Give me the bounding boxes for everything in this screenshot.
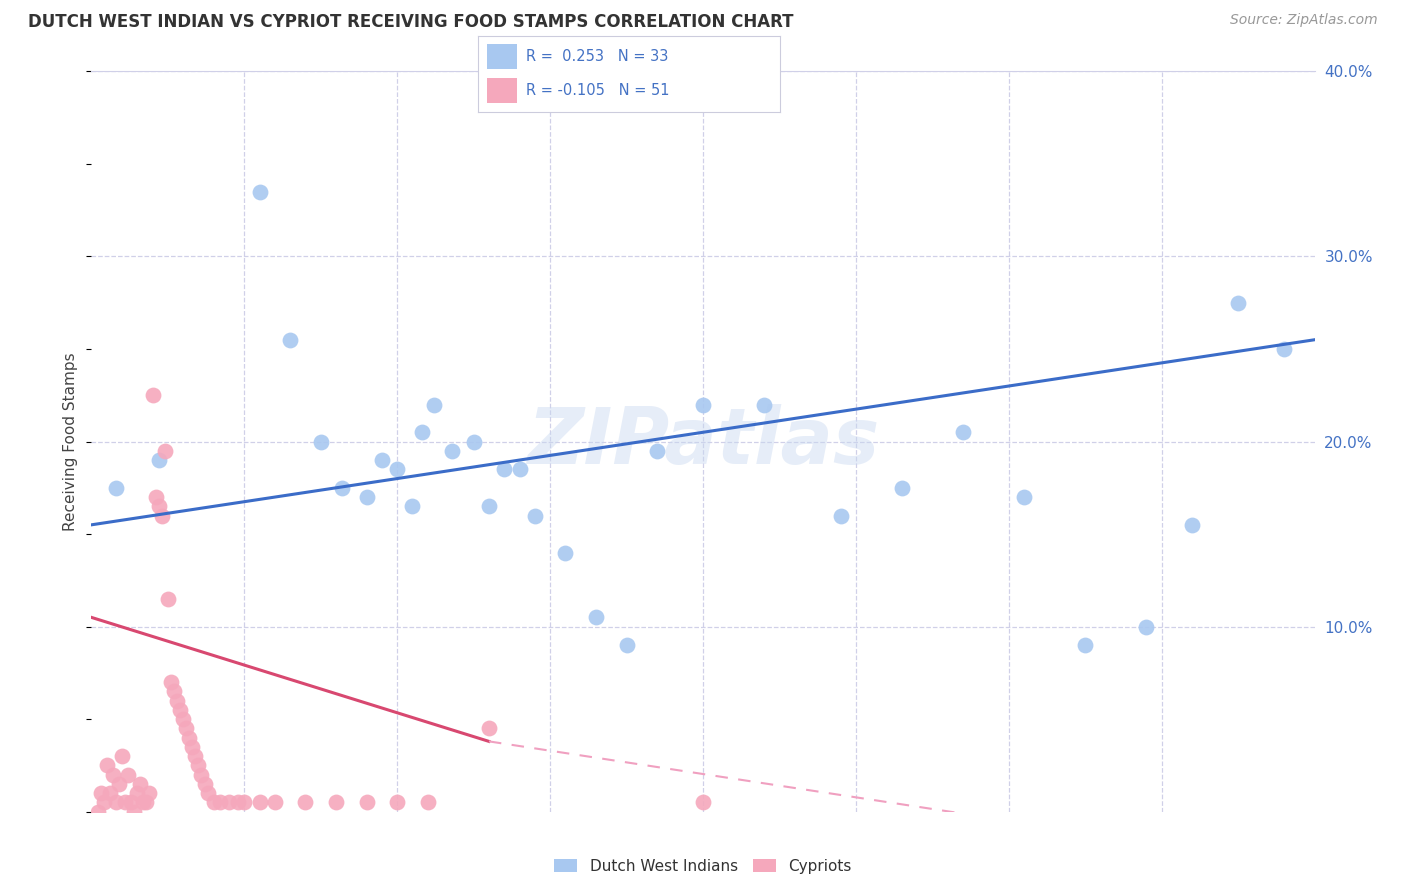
Point [1074, 638, 1097, 652]
Point [174, 722, 197, 736]
Point [645, 443, 668, 458]
Point [1135, 619, 1157, 633]
Point [127, 786, 149, 800]
Point [141, 388, 163, 402]
Point [86, 805, 108, 819]
Point [120, 796, 142, 810]
Point [478, 722, 501, 736]
Point [494, 462, 516, 476]
Text: DUTCH WEST INDIAN VS CYPRIOT RECEIVING FOOD STAMPS CORRELATION CHART: DUTCH WEST INDIAN VS CYPRIOT RECEIVING F… [28, 13, 793, 31]
Point [441, 443, 464, 458]
Point [166, 694, 188, 708]
Point [356, 796, 378, 810]
Point [150, 508, 173, 523]
Point [197, 786, 219, 800]
Point [692, 397, 714, 411]
Point [172, 712, 194, 726]
Point [96, 758, 118, 772]
Point [411, 425, 433, 440]
Point [179, 731, 201, 745]
Point [385, 796, 409, 810]
Point [160, 675, 183, 690]
Point [93, 796, 115, 810]
Point [1181, 517, 1204, 532]
Point [325, 796, 347, 810]
Point [585, 610, 607, 624]
Point [830, 508, 852, 523]
Point [616, 638, 638, 652]
Legend: Dutch West Indians, Cypriots: Dutch West Indians, Cypriots [548, 853, 858, 880]
Point [1012, 490, 1035, 504]
Point [163, 684, 186, 698]
Point [193, 777, 215, 791]
Y-axis label: Receiving Food Stamps: Receiving Food Stamps [63, 352, 79, 531]
Point [104, 796, 127, 810]
Point [138, 786, 160, 800]
Point [90, 786, 112, 800]
Point [463, 434, 485, 449]
Point [104, 481, 127, 495]
Point [114, 796, 136, 810]
Point [132, 796, 155, 810]
Point [692, 796, 714, 810]
Point [309, 434, 332, 449]
Point [416, 796, 439, 810]
Point [890, 481, 912, 495]
Point [952, 425, 974, 440]
Point [153, 443, 176, 458]
Point [401, 500, 423, 514]
Point [148, 500, 170, 514]
Point [181, 739, 204, 754]
Point [226, 796, 249, 810]
Point [356, 490, 378, 504]
Point [98, 786, 121, 800]
Point [184, 749, 207, 764]
Point [423, 397, 446, 411]
Point [554, 545, 576, 560]
Point [233, 796, 256, 810]
Point [385, 462, 409, 476]
Point [117, 767, 139, 781]
Point [1272, 342, 1295, 356]
Point [218, 796, 240, 810]
Point [330, 481, 353, 495]
Point [208, 796, 231, 810]
Point [523, 508, 546, 523]
Point [169, 703, 191, 717]
Text: R = -0.105   N = 51: R = -0.105 N = 51 [526, 83, 669, 98]
Point [129, 777, 152, 791]
Point [145, 490, 167, 504]
Point [148, 453, 170, 467]
Point [294, 796, 316, 810]
Point [249, 185, 271, 199]
Point [249, 796, 271, 810]
Point [278, 333, 301, 347]
Point [754, 397, 776, 411]
Bar [486, 44, 517, 69]
Point [190, 767, 212, 781]
Point [101, 767, 124, 781]
Point [108, 777, 131, 791]
Point [202, 796, 225, 810]
Point [111, 749, 134, 764]
Point [122, 805, 145, 819]
Point [371, 453, 394, 467]
Point [478, 500, 501, 514]
Point [509, 462, 531, 476]
Text: R =  0.253   N = 33: R = 0.253 N = 33 [526, 49, 669, 64]
Point [264, 796, 287, 810]
Point [135, 796, 157, 810]
Point [187, 758, 209, 772]
Point [156, 591, 179, 606]
Text: ZIPatlas: ZIPatlas [527, 403, 879, 480]
Point [1227, 295, 1250, 310]
Bar [486, 78, 517, 103]
Text: Source: ZipAtlas.com: Source: ZipAtlas.com [1230, 13, 1378, 28]
